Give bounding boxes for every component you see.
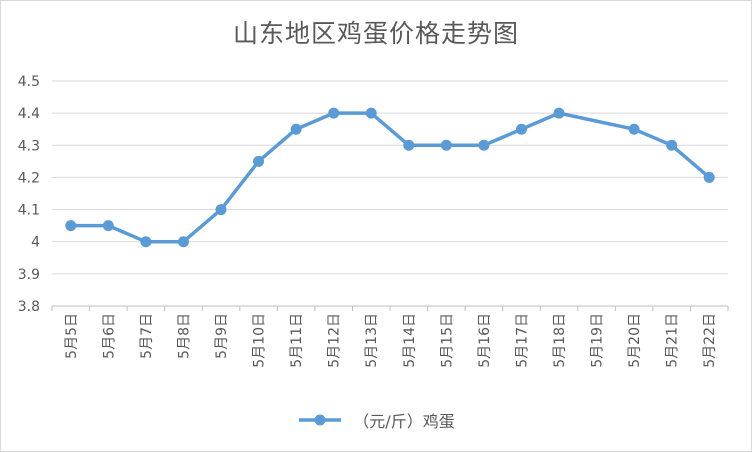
x-tick-label: 5月12日 [327, 313, 343, 368]
x-tick-label: 5月11日 [289, 313, 305, 368]
series [65, 107, 715, 248]
data-point[interactable] [290, 123, 302, 135]
data-point[interactable] [365, 107, 377, 119]
data-point[interactable] [553, 107, 565, 119]
y-tick-label: 4.1 [18, 203, 40, 219]
y-tick-label: 4.4 [18, 106, 40, 122]
x-tick-label: 5月8日 [176, 313, 192, 359]
x-tick-label: 5月17日 [514, 313, 530, 368]
data-point[interactable] [102, 220, 114, 232]
data-point[interactable] [703, 171, 715, 183]
data-point[interactable] [478, 139, 490, 151]
y-tick-label: 4.2 [18, 170, 40, 186]
x-tick-label: 5月18日 [552, 313, 568, 368]
data-point[interactable] [515, 123, 527, 135]
y-tick-label: 4.3 [18, 138, 40, 154]
data-point[interactable] [177, 236, 189, 248]
data-point[interactable] [253, 155, 265, 167]
x-axis [51, 305, 729, 311]
legend-label: （元/斤）鸡蛋 [353, 412, 455, 431]
y-tick-label: 3.8 [18, 299, 40, 315]
x-tick-label: 5月15日 [439, 313, 455, 368]
x-tick-label: 5月6日 [101, 313, 117, 359]
x-tick-label: 5月13日 [364, 313, 380, 368]
x-axis-ticks: 5月5日 5月6日 5月7日 5月8日 5月9日 5月10日 5月11日 5月12日 5月13日… [64, 313, 718, 368]
data-point[interactable] [403, 139, 415, 151]
x-tick-label: 5月9日 [214, 313, 230, 359]
y-tick-label: 4 [31, 235, 40, 251]
data-point[interactable] [328, 107, 340, 119]
data-point[interactable] [215, 204, 227, 216]
x-tick-label: 5月16日 [477, 313, 493, 368]
y-axis-ticks: 3.8 3.9 4 4.1 4.2 4.3 4.4 4.5 [18, 74, 40, 315]
legend-line-marker-icon [299, 414, 342, 426]
data-point[interactable] [140, 236, 152, 248]
x-tick-label: 5月20日 [627, 313, 643, 368]
x-tick-label: 5月22日 [702, 313, 718, 368]
data-point[interactable] [628, 123, 640, 135]
x-tick-label: 5月14日 [402, 313, 418, 368]
x-tick-label: 5月5日 [64, 313, 80, 359]
x-tick-label: 5月10日 [252, 313, 268, 368]
x-tick-label: 5月7日 [139, 313, 155, 359]
y-tick-label: 3.9 [18, 267, 40, 283]
data-point[interactable] [666, 139, 678, 151]
data-point[interactable] [65, 220, 77, 232]
chart-title: 山东地区鸡蛋价格走势图 [232, 19, 519, 48]
legend[interactable]: （元/斤）鸡蛋 [0, 406, 752, 434]
data-point[interactable] [440, 139, 452, 151]
x-tick-label: 5月21日 [665, 313, 681, 368]
y-tick-label: 4.5 [18, 74, 40, 90]
gridlines [52, 80, 728, 275]
x-tick-label: 5月19日 [590, 313, 606, 368]
